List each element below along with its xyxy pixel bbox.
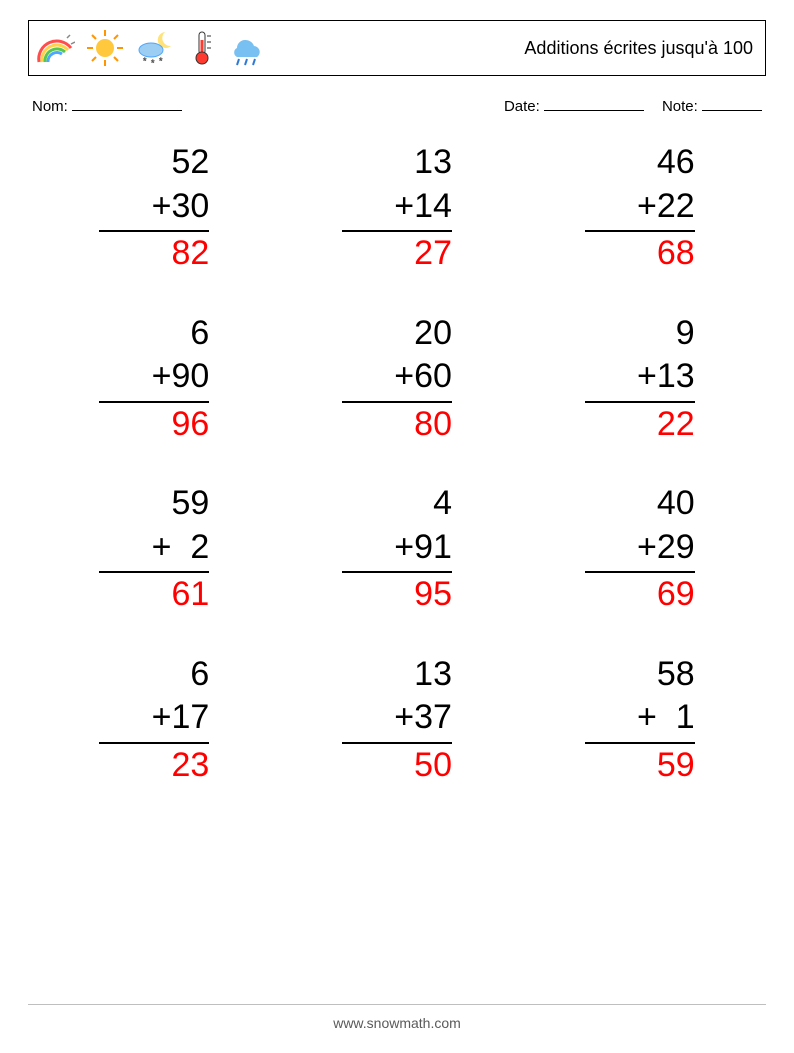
problem-addend: +22 [585,185,695,233]
problem-answer: 61 [99,573,209,617]
footer-line [28,1004,766,1005]
problem-answer: 27 [342,232,452,276]
thermometer-icon [189,28,215,68]
problem-answer: 69 [585,573,695,617]
problem-answer: 68 [585,232,695,276]
problem: 4+9195 [342,482,452,617]
svg-text:*: * [151,58,155,68]
problem-answer: 80 [342,403,452,447]
problem-answer: 96 [99,403,209,447]
problem-top: 59 [99,482,209,526]
problem-top: 9 [585,312,695,356]
problem: 9+1322 [585,312,695,447]
problem-addend: +90 [99,355,209,403]
problem: 13+1427 [342,141,452,276]
problem-answer: 50 [342,744,452,788]
rainbow-icon [35,28,75,68]
meta-date: Date: [504,96,644,115]
problem-answer: 95 [342,573,452,617]
worksheet-page: * * * [0,0,794,1053]
problem-addend: +17 [99,696,209,744]
note-label: Note: [662,98,698,115]
date-label: Date: [504,98,540,115]
problem-top: 20 [342,312,452,356]
svg-text:*: * [159,56,163,66]
problem-addend: + 2 [99,526,209,574]
rain-cloud-icon [225,28,269,68]
meta-note: Note: [662,96,762,115]
problem-top: 13 [342,141,452,185]
problem-top: 4 [342,482,452,526]
problem: 58+ 159 [585,653,695,788]
meta-nom: Nom: [32,96,182,115]
problem-top: 58 [585,653,695,697]
moon-snow-cloud-icon: * * * [135,28,179,68]
nom-label: Nom: [32,98,68,115]
problem-addend: +91 [342,526,452,574]
problem-top: 52 [99,141,209,185]
problem-answer: 82 [99,232,209,276]
worksheet-title: Additions écrites jusqu'à 100 [524,38,753,59]
footer-text: www.snowmath.com [333,1015,461,1031]
problem: 52+3082 [99,141,209,276]
problem-addend: +60 [342,355,452,403]
problem-top: 46 [585,141,695,185]
meta-row: Nom: Date: Note: [28,96,766,115]
date-line [544,96,644,111]
problem-top: 13 [342,653,452,697]
problem: 13+3750 [342,653,452,788]
svg-text:*: * [143,56,147,66]
problem-top: 40 [585,482,695,526]
problem-addend: +29 [585,526,695,574]
problem-addend: +14 [342,185,452,233]
problem: 59+ 261 [99,482,209,617]
note-line [702,96,762,111]
problem-answer: 22 [585,403,695,447]
problem: 6+1723 [99,653,209,788]
meta-right: Date: Note: [504,96,762,115]
footer: www.snowmath.com [0,1004,794,1031]
problem-addend: +30 [99,185,209,233]
problem-addend: + 1 [585,696,695,744]
problem-answer: 59 [585,744,695,788]
header-icons: * * * [35,28,269,68]
problem-addend: +37 [342,696,452,744]
problem-addend: +13 [585,355,695,403]
problem: 20+6080 [342,312,452,447]
problem: 46+2268 [585,141,695,276]
problem-top: 6 [99,653,209,697]
problem-top: 6 [99,312,209,356]
problem: 40+2969 [585,482,695,617]
header-box: * * * [28,20,766,76]
problem-answer: 23 [99,744,209,788]
problem: 6+9096 [99,312,209,447]
problems-grid: 52+308213+142746+22686+909620+60809+1322… [28,141,766,787]
nom-line [72,96,182,111]
sun-icon [85,28,125,68]
